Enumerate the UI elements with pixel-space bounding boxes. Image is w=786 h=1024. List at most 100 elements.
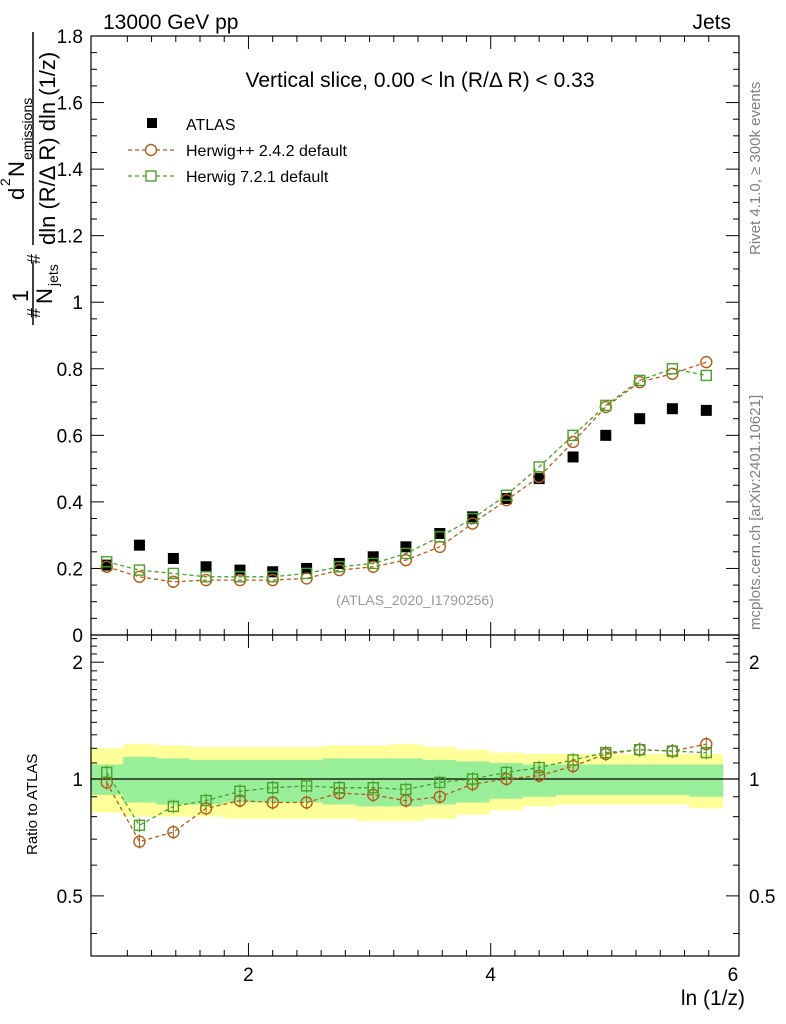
ratio-point-herwig-old bbox=[300, 796, 313, 809]
main-y-tick-label: 0.6 bbox=[57, 426, 83, 447]
x-axis-label: ln (1/z) bbox=[681, 987, 745, 1010]
main-y-tick-label: 0.2 bbox=[57, 559, 83, 580]
ratio-point-herwig-new bbox=[333, 781, 345, 794]
legend-label-herwig-new: Herwig 7.2.1 default bbox=[186, 169, 329, 186]
ratio-point-herwig-old bbox=[133, 835, 146, 848]
main-point-herwig-new bbox=[600, 399, 612, 412]
ratio-y-axis-label: Ratio to ATLAS bbox=[24, 754, 41, 855]
main-point-herwig-new bbox=[567, 429, 579, 442]
main-point-herwig-old bbox=[399, 553, 413, 567]
main-y-tick-label: 1.6 bbox=[57, 94, 83, 115]
main-point-herwig-new bbox=[266, 571, 279, 583]
main-point-herwig-new bbox=[700, 369, 712, 382]
main-point-herwig-new bbox=[400, 547, 412, 560]
legend-label-atlas: ATLAS bbox=[186, 117, 236, 134]
ratio-y-tick-label: 0.5 bbox=[57, 887, 83, 908]
ratio-point-herwig-new bbox=[400, 783, 412, 796]
main-point-herwig-new bbox=[666, 363, 679, 375]
main-y-tick-label: 0.4 bbox=[57, 493, 84, 514]
main-line-herwig-old bbox=[106, 361, 707, 583]
main-point-herwig-new bbox=[167, 567, 180, 580]
ratio-point-herwig-new bbox=[300, 780, 313, 792]
svg-text:dln (R/Δ R) dln (1/z): dln (R/Δ R) dln (1/z) bbox=[35, 52, 60, 245]
main-point-herwig-new bbox=[300, 567, 313, 580]
x-tick-label: 4 bbox=[485, 965, 496, 986]
ratio-y-tick-label: 2 bbox=[72, 653, 83, 674]
main-y-tick-label: 1 bbox=[72, 293, 83, 314]
ratio-point-herwig-new bbox=[600, 746, 612, 759]
main-point-atlas bbox=[333, 557, 345, 569]
header-left: 13000 GeV pp bbox=[103, 11, 238, 34]
svg-text:jets: jets bbox=[45, 264, 61, 287]
ratio-point-herwig-new bbox=[234, 785, 246, 797]
main-point-herwig-new bbox=[200, 571, 212, 583]
svg-text:emissions: emissions bbox=[19, 98, 35, 160]
main-point-atlas bbox=[367, 551, 379, 563]
svg-text:1: 1 bbox=[8, 290, 33, 302]
ratio-plot-panel: 2 4 6 0.5 0.5 1 1 2 2 bbox=[57, 634, 775, 986]
main-point-atlas bbox=[533, 473, 545, 485]
header-right: Jets bbox=[692, 11, 731, 34]
main-point-atlas bbox=[700, 404, 712, 416]
ratio-point-herwig-new bbox=[700, 746, 712, 759]
ratio-point-herwig-new bbox=[466, 773, 479, 785]
mcplots-label: mcplots.cern.ch [arXiv:2401.10621] bbox=[747, 395, 764, 630]
main-point-herwig-old bbox=[133, 570, 146, 583]
main-plot-panel: 0 0.2 0.4 0.6 0.8 1 1.2 1.4 1.6 1.8 bbox=[57, 27, 740, 647]
rivet-label: Rivet 4.1.0, ≥ 300k events bbox=[747, 82, 764, 255]
main-point-herwig-new bbox=[234, 571, 246, 583]
main-point-herwig-new bbox=[367, 557, 379, 570]
ratio-y-tick-label-right: 0.5 bbox=[749, 887, 775, 908]
main-y-tick-label: 1.8 bbox=[57, 27, 83, 48]
ratio-point-herwig-new bbox=[133, 819, 146, 831]
svg-text:#: # bbox=[24, 254, 44, 264]
legend-entry-herwig-new: Herwig 7.2.1 default bbox=[128, 169, 329, 186]
main-line-herwig-new bbox=[106, 368, 707, 578]
main-plot-title: Vertical slice, 0.00 < ln (R/Δ R) < 0.33 bbox=[245, 69, 594, 92]
main-point-herwig-new bbox=[434, 531, 446, 543]
main-y-tick-label: 0 bbox=[72, 626, 83, 647]
ratio-point-herwig-new bbox=[101, 766, 113, 779]
legend-label-herwig-old: Herwig++ 2.4.2 default bbox=[186, 143, 348, 160]
main-point-atlas bbox=[200, 561, 212, 573]
ratio-point-herwig-old bbox=[266, 796, 279, 809]
ratio-point-herwig-new bbox=[167, 800, 180, 813]
main-point-herwig-old bbox=[566, 435, 580, 449]
svg-text:N: N bbox=[4, 161, 29, 177]
svg-text:2: 2 bbox=[0, 178, 13, 186]
main-point-atlas bbox=[634, 413, 646, 425]
ratio-point-herwig-new bbox=[633, 744, 646, 756]
ratio-point-herwig-new bbox=[200, 794, 212, 807]
ratio-point-herwig-new bbox=[567, 754, 579, 766]
main-point-herwig-new bbox=[333, 561, 345, 573]
ratio-point-herwig-old bbox=[167, 825, 180, 839]
main-point-herwig-new bbox=[500, 489, 513, 501]
main-point-herwig-old bbox=[700, 355, 713, 369]
x-tick-label: 2 bbox=[243, 965, 254, 986]
ratio-y-tick-label-right: 2 bbox=[749, 653, 760, 674]
ratio-point-herwig-old bbox=[433, 790, 447, 803]
legend-marker-herwig-old bbox=[144, 143, 158, 157]
ratio-band-inner bbox=[90, 756, 724, 807]
ratio-y-tick-label-right: 1 bbox=[749, 770, 760, 791]
ratio-frame bbox=[90, 634, 740, 957]
main-y-tick-label: 0.8 bbox=[57, 360, 83, 381]
ratio-point-herwig-new bbox=[533, 761, 545, 774]
ratio-point-herwig-new bbox=[434, 776, 446, 789]
legend-marker-herwig-new bbox=[145, 170, 157, 182]
main-point-herwig-new bbox=[133, 564, 146, 576]
legend: ATLAS Herwig++ 2.4.2 default Herwig 7.2.… bbox=[128, 117, 348, 186]
analysis-watermark: (ATLAS_2020_I1790256) bbox=[336, 592, 494, 608]
legend-entry-herwig-old: Herwig++ 2.4.2 default bbox=[128, 143, 348, 160]
ratio-point-herwig-new bbox=[367, 781, 379, 794]
main-point-herwig-old bbox=[167, 575, 180, 588]
svg-text:d: d bbox=[4, 188, 29, 200]
legend-entry-atlas: ATLAS bbox=[147, 117, 236, 134]
main-point-atlas bbox=[400, 541, 412, 553]
main-y-tick-label: 1.2 bbox=[57, 227, 83, 248]
main-point-atlas bbox=[567, 451, 579, 463]
main-point-atlas bbox=[133, 539, 145, 551]
main-point-atlas bbox=[666, 403, 678, 415]
ratio-y-tick-label: 1 bbox=[72, 770, 83, 791]
